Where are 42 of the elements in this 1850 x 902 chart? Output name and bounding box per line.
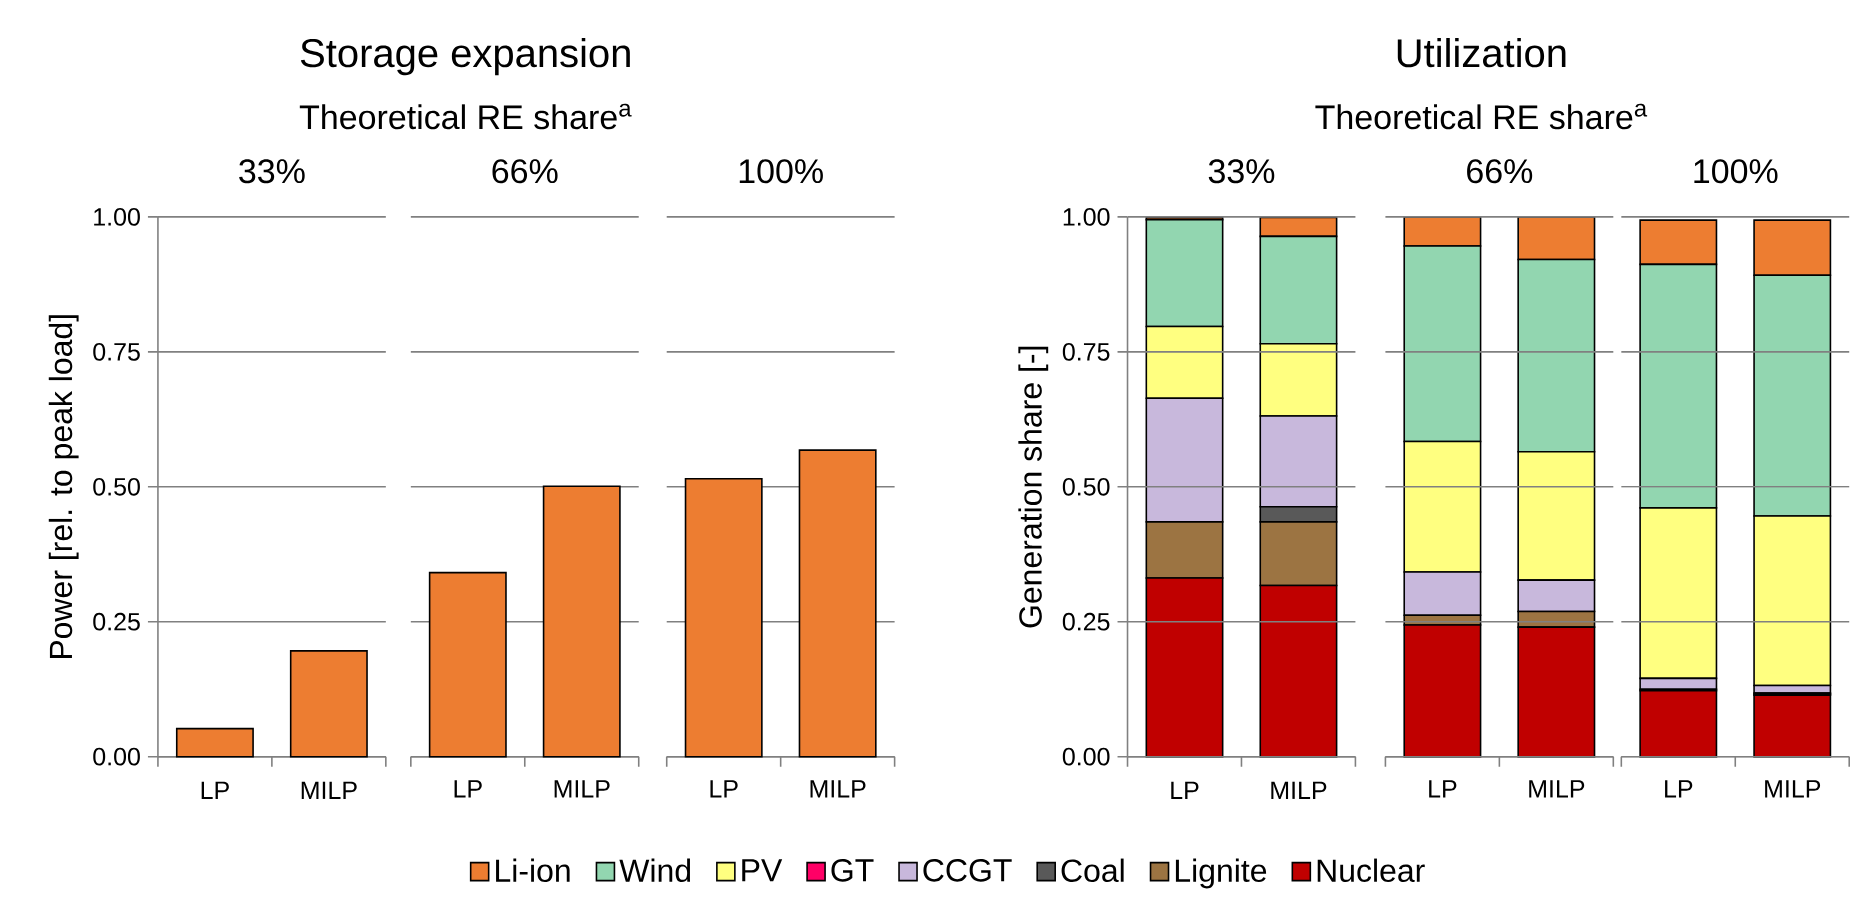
x-tick-label: LP	[1429, 780, 1457, 798]
text: Theoretical RE share$^{a}$	[1315, 103, 1648, 130]
chart-title: 33%	[239, 159, 305, 184]
chart-title: 66%	[1467, 159, 1533, 184]
x-tick-label: MILP	[1529, 780, 1585, 798]
chart-title: 66%	[492, 159, 558, 184]
y-axis-title: Power [rel. to peak load]	[48, 315, 79, 659]
chart-title: 100%	[739, 159, 823, 184]
chart-title: 100%	[1694, 159, 1778, 184]
y-tick-label: 0.50	[1062, 478, 1110, 496]
y-tick-label: 0.25	[93, 613, 140, 631]
y-tick-label: 0.50	[93, 478, 140, 496]
legend-label: CCGT	[923, 859, 1012, 882]
legend-label: Coal	[1061, 858, 1124, 883]
x-tick-label: LP	[1171, 781, 1199, 800]
legend-label: Li-ion	[496, 858, 570, 883]
y-tick-label: 0.75	[93, 343, 140, 361]
x-tick-label: LP	[710, 780, 738, 798]
text: Utilization	[1397, 38, 1566, 68]
legend-label: GT	[831, 859, 874, 882]
legend-label: Nuclear	[1317, 858, 1425, 883]
y-tick-label: 0.25	[1062, 613, 1110, 631]
legend-label: Lignite	[1175, 858, 1267, 889]
y-tick-label: 0.75	[1062, 343, 1110, 361]
x-tick-label: LP	[454, 780, 482, 798]
y-tick-label: 1.00	[1063, 208, 1110, 226]
legend-label: PV	[742, 859, 783, 882]
text: Storage expansion	[300, 38, 630, 76]
x-tick-label: MILP	[1271, 781, 1327, 800]
x-tick-label: MILP	[810, 780, 866, 798]
legend-label: Wind	[619, 858, 691, 883]
x-tick-label: MILP	[554, 780, 610, 798]
x-tick-label: LP	[201, 781, 229, 800]
text: Theoretical RE share$^{a}$	[299, 103, 632, 130]
chart-title: 33%	[1208, 159, 1275, 184]
y-tick-label: 1.00	[94, 208, 140, 226]
x-tick-label: MILP	[1765, 780, 1821, 798]
y-tick-label: 0.00	[1062, 748, 1110, 766]
y-tick-label: 0.00	[93, 748, 140, 766]
x-tick-label: LP	[1665, 780, 1693, 798]
x-tick-label: MILP	[301, 781, 357, 800]
y-axis-title: Generation share [-]	[1018, 347, 1049, 628]
